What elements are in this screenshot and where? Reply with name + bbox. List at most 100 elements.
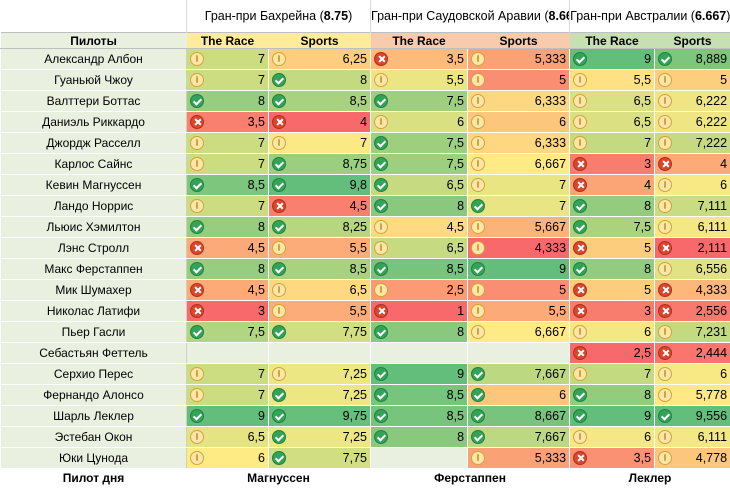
score-cell[interactable]: 6,111 [654, 216, 730, 238]
score-cell[interactable]: 6 [467, 111, 571, 133]
score-cell[interactable]: 9,75 [267, 405, 372, 427]
score-cell[interactable]: 6,333 [467, 132, 571, 154]
score-cell[interactable]: 6,25 [267, 48, 372, 70]
score-cell[interactable]: 7 [186, 48, 269, 70]
score-cell[interactable]: 7,222 [654, 132, 730, 154]
score-cell[interactable]: 8,25 [267, 216, 372, 238]
score-cell[interactable]: 6 [370, 111, 469, 133]
driver-name[interactable]: Шарль Леклер [0, 405, 187, 427]
saudi-sports-header[interactable]: Sports [467, 32, 570, 49]
bahrain-the-race-header[interactable]: The Race [186, 32, 269, 49]
score-cell[interactable]: 5,667 [467, 216, 571, 238]
score-cell[interactable]: 7 [267, 132, 372, 154]
score-cell[interactable]: 7 [186, 132, 269, 154]
score-cell[interactable]: 5 [569, 279, 656, 301]
score-cell[interactable]: 5 [467, 69, 571, 91]
score-cell[interactable]: 8,5 [267, 258, 372, 280]
score-cell[interactable]: 3,5 [186, 111, 269, 133]
score-cell[interactable]: 4 [569, 174, 656, 196]
score-cell[interactable]: 3 [569, 300, 656, 322]
driver-name[interactable]: Александр Албон [0, 48, 187, 70]
score-cell[interactable]: 4,5 [186, 237, 269, 259]
score-cell[interactable]: 6 [569, 426, 656, 448]
score-cell[interactable]: 2,5 [370, 279, 469, 301]
score-cell[interactable]: 8 [370, 195, 469, 217]
score-cell[interactable]: 4,5 [267, 195, 372, 217]
score-cell[interactable]: 8,5 [370, 405, 469, 427]
score-cell[interactable]: 5,333 [467, 447, 571, 469]
score-cell[interactable]: 6,5 [370, 174, 469, 196]
score-cell[interactable]: 6,111 [654, 426, 730, 448]
score-cell[interactable]: 8,75 [267, 153, 372, 175]
score-cell[interactable]: 5,5 [267, 237, 372, 259]
score-cell[interactable]: 7,5 [569, 216, 656, 238]
score-cell[interactable]: 4,5 [370, 216, 469, 238]
score-cell[interactable]: 6 [654, 174, 730, 196]
score-cell[interactable]: 5,5 [267, 300, 372, 322]
score-cell[interactable]: 8 [569, 384, 656, 406]
score-cell[interactable]: 7 [467, 174, 571, 196]
score-cell[interactable]: 2,5 [569, 342, 656, 364]
score-cell[interactable]: 6,222 [654, 111, 730, 133]
score-cell[interactable] [370, 447, 469, 469]
score-cell[interactable] [467, 342, 571, 364]
race-header-saudi[interactable]: Гран-при Саудовской Аравии (8.667) [370, 0, 570, 33]
pilots-header[interactable]: Пилоты [0, 32, 187, 49]
score-cell[interactable]: 5 [467, 279, 571, 301]
score-cell[interactable]: 6,5 [569, 111, 656, 133]
score-cell[interactable]: 7,111 [654, 195, 730, 217]
score-cell[interactable] [267, 342, 372, 364]
score-cell[interactable]: 7,25 [267, 384, 372, 406]
driver-name[interactable]: Гуаньюй Чжоу [0, 69, 187, 91]
driver-name[interactable]: Джордж Расселл [0, 132, 187, 154]
driver-name[interactable]: Эстебан Окон [0, 426, 187, 448]
driver-name[interactable]: Макс Ферстаппен [0, 258, 187, 280]
score-cell[interactable]: 7,25 [267, 363, 372, 385]
driver-name[interactable]: Николас Латифи [0, 300, 187, 322]
score-cell[interactable]: 6,5 [569, 90, 656, 112]
score-cell[interactable]: 7 [569, 132, 656, 154]
score-cell[interactable]: 7,5 [370, 90, 469, 112]
score-cell[interactable]: 8,5 [370, 258, 469, 280]
score-cell[interactable]: 8,5 [267, 90, 372, 112]
score-cell[interactable]: 9 [569, 48, 656, 70]
score-cell[interactable]: 2,111 [654, 237, 730, 259]
driver-name[interactable]: Валттери Боттас [0, 90, 187, 112]
score-cell[interactable]: 6,333 [467, 90, 571, 112]
score-cell[interactable]: 3 [186, 300, 269, 322]
score-cell[interactable]: 8 [186, 216, 269, 238]
driver-name[interactable]: Карлос Сайнс [0, 153, 187, 175]
driver-name[interactable]: Льюис Хэмилтон [0, 216, 187, 238]
score-cell[interactable]: 7,75 [267, 321, 372, 343]
score-cell[interactable]: 8 [370, 426, 469, 448]
score-cell[interactable] [370, 342, 469, 364]
score-cell[interactable]: 6 [569, 321, 656, 343]
driver-name[interactable]: Даниэль Риккардо [0, 111, 187, 133]
score-cell[interactable]: 8 [267, 69, 372, 91]
score-cell[interactable]: 7,667 [467, 363, 571, 385]
score-cell[interactable]: 6 [186, 447, 269, 469]
driver-name[interactable]: Кевин Магнуссен [0, 174, 187, 196]
score-cell[interactable]: 9,8 [267, 174, 372, 196]
australia-sports-header[interactable]: Sports [654, 32, 730, 49]
score-cell[interactable]: 5,333 [467, 48, 571, 70]
score-cell[interactable]: 4,333 [654, 279, 730, 301]
score-cell[interactable] [186, 342, 269, 364]
score-cell[interactable]: 1 [370, 300, 469, 322]
driver-of-day-bahrain[interactable]: Магнуссен [186, 468, 371, 487]
score-cell[interactable]: 6 [467, 384, 571, 406]
driver-name[interactable]: Фернандо Алонсо [0, 384, 187, 406]
driver-name[interactable]: Серхио Перес [0, 363, 187, 385]
score-cell[interactable]: 8,5 [186, 174, 269, 196]
score-cell[interactable]: 8 [186, 90, 269, 112]
score-cell[interactable]: 6,556 [654, 258, 730, 280]
driver-of-day-saudi[interactable]: Ферстаппен [370, 468, 570, 487]
score-cell[interactable]: 5,5 [467, 300, 571, 322]
score-cell[interactable]: 7 [186, 195, 269, 217]
score-cell[interactable]: 6,222 [654, 90, 730, 112]
score-cell[interactable]: 7,75 [267, 447, 372, 469]
score-cell[interactable]: 8 [186, 258, 269, 280]
score-cell[interactable]: 4,333 [467, 237, 571, 259]
score-cell[interactable]: 7 [186, 384, 269, 406]
score-cell[interactable]: 4 [267, 111, 372, 133]
